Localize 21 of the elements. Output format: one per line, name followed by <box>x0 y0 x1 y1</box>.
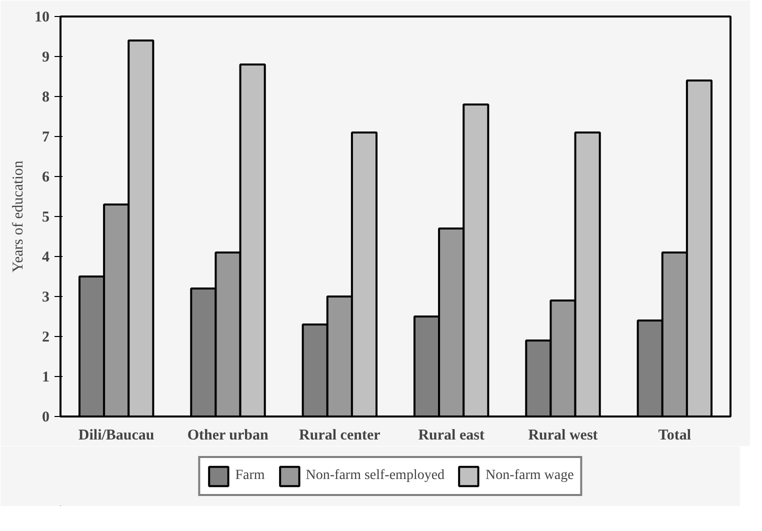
y-axis-title: Years of education <box>10 160 26 272</box>
y-tick-label: 3 <box>42 290 50 306</box>
x-tick-label: Rural center <box>299 428 381 444</box>
y-tick-label: 4 <box>42 250 50 266</box>
y-tick-label: 10 <box>34 10 50 26</box>
x-tick-label: Rural west <box>528 428 598 444</box>
y-tick-label: 7 <box>42 130 50 146</box>
y-tick-label: 8 <box>42 90 50 106</box>
y-tick-label: 6 <box>42 170 50 186</box>
legend-label: Non-farm self-employed <box>306 468 445 484</box>
x-tick-label: Rural east <box>418 428 484 444</box>
y-tick-label: 9 <box>42 50 50 66</box>
y-tick-label: 2 <box>42 330 50 346</box>
x-tick-label: Dili/Baucau <box>78 428 154 444</box>
y-tick-label: 1 <box>42 370 50 386</box>
y-tick-label: 5 <box>42 210 50 226</box>
x-tick-label: Total <box>658 428 692 444</box>
legend-label: Farm <box>235 468 265 484</box>
y-tick-label: 0 <box>42 410 50 426</box>
x-tick-label: Other urban <box>187 428 270 444</box>
legend-label: Non-farm wage <box>486 468 574 484</box>
